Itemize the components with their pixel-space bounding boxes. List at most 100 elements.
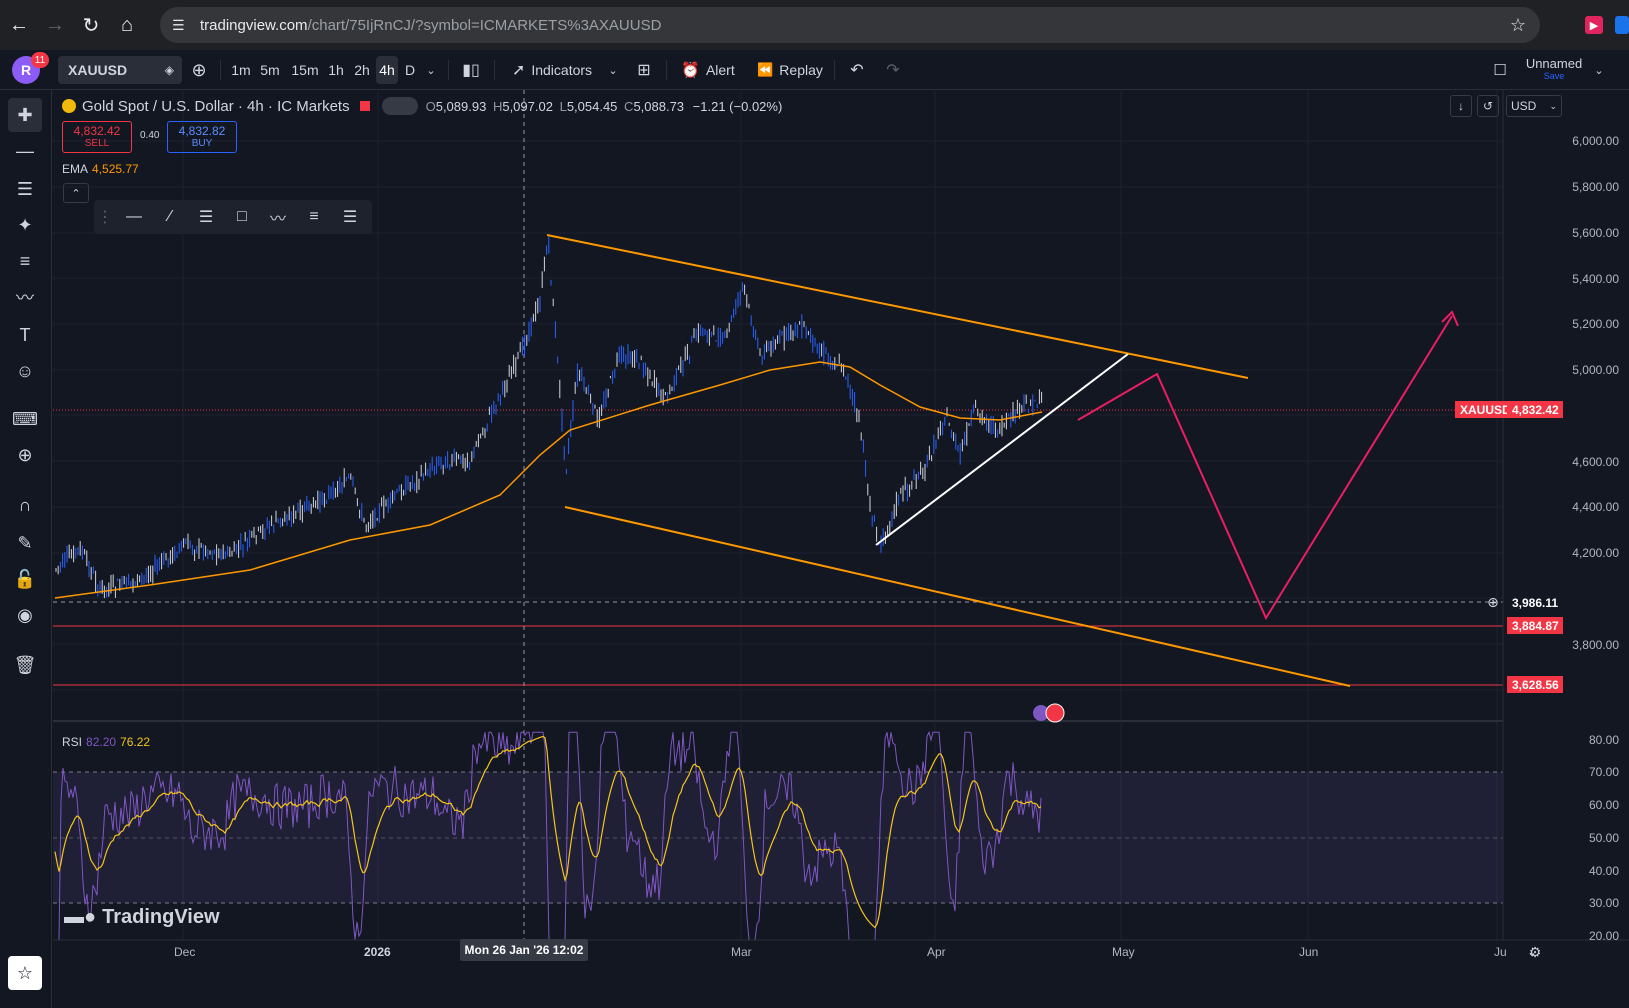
pencil-lock-icon[interactable]: ✎ — [17, 532, 33, 553]
forward-icon[interactable]: → — [45, 13, 65, 36]
time-label: Mar — [731, 945, 752, 959]
timeframe-15m[interactable]: 15m — [291, 62, 319, 78]
favorite-star-icon[interactable]: ☆ — [8, 956, 42, 990]
drag-handle-icon[interactable]: ⋮ — [97, 209, 113, 226]
buy-label: BUY — [191, 138, 213, 149]
layouts-grid-icon[interactable]: ⊞ — [637, 62, 651, 79]
rsi-value: 82.20 — [86, 735, 117, 749]
time-axis-chevron-down-icon[interactable]: ⌄ — [1526, 945, 1538, 959]
parallel-channel-icon[interactable]: ☰ — [198, 209, 214, 226]
alert-button[interactable]: ⏰ Alert — [676, 56, 740, 84]
home-icon[interactable]: ⌂ — [120, 13, 134, 36]
path-tool-icon[interactable]: 〰 — [269, 211, 286, 228]
layout-name-button[interactable]: Unnamed Save — [1522, 56, 1586, 84]
buy-button[interactable]: 4,832.82 BUY — [167, 121, 237, 153]
add-alert-plus-icon[interactable]: ⊕ — [1487, 594, 1499, 610]
timeframe-1h[interactable]: 1h — [328, 62, 344, 78]
price-chart[interactable] — [53, 90, 1629, 1008]
redo-icon[interactable]: ↷ — [886, 62, 900, 79]
bookmark-star-icon[interactable]: ☆ — [1509, 14, 1526, 35]
crosshair-icon[interactable]: ✚ — [8, 98, 42, 132]
lock-icon[interactable]: 🔓 — [13, 568, 37, 589]
channel-lower-line[interactable] — [564, 506, 1351, 687]
extension-icon[interactable]: ▶ — [1585, 16, 1603, 34]
divider — [666, 60, 667, 80]
tradingview-logo[interactable]: ▬● TradingView — [64, 906, 220, 929]
price-label: 5,800.00 — [1572, 180, 1619, 194]
layout-checkbox-icon[interactable]: ☐ — [1493, 62, 1507, 79]
symbol-diamond-icon[interactable]: ◈ — [164, 63, 174, 77]
layout-name: Unnamed — [1525, 56, 1583, 71]
fib-retracement-icon[interactable]: ☰ — [16, 178, 34, 199]
site-info-icon[interactable]: ☰ — [172, 16, 185, 33]
text-tool-icon[interactable]: T — [19, 324, 31, 345]
symbol-price-tag: XAUUSD — [1455, 401, 1516, 418]
tv-logo-icon: ▬● — [64, 906, 97, 928]
zoom-in-icon[interactable]: ⊕ — [17, 444, 33, 465]
divider — [220, 60, 221, 80]
timeframe-2h[interactable]: 2h — [354, 62, 370, 78]
brush-tool-icon[interactable]: 〰 — [16, 288, 34, 308]
timeframe-d[interactable]: D — [404, 62, 416, 78]
undo-icon[interactable]: ↶ — [850, 62, 864, 79]
forecast-tool-icon[interactable]: ≡ — [19, 250, 31, 271]
projection-path[interactable] — [1077, 315, 1453, 621]
price-label: 5,400.00 — [1572, 272, 1619, 286]
ema-legend: EMA 4,525.77 — [62, 162, 139, 176]
emoji-icon[interactable]: ☺ — [15, 360, 35, 381]
symbol-search[interactable]: XAUUSD ◈ — [58, 56, 182, 84]
pattern-tool-icon[interactable]: ✦ — [17, 214, 33, 235]
currency-select[interactable]: USD ⌄ — [1506, 95, 1562, 117]
indicators-label: Indicators — [531, 62, 593, 78]
timeframe-4h[interactable]: 4h — [376, 56, 398, 84]
indicators-chevron-down-icon[interactable]: ⌄ — [608, 64, 618, 77]
rsi-axis-label: 50.00 — [1588, 831, 1619, 845]
lightning-event-icon[interactable] — [1033, 705, 1049, 721]
price-label: 4,200.00 — [1572, 546, 1619, 560]
magnet-icon[interactable]: ∩ — [18, 494, 32, 515]
back-icon[interactable]: ← — [9, 13, 29, 36]
timeframe-chevron-down-icon[interactable]: ⌄ — [426, 64, 436, 77]
indicators-button[interactable]: ➚ Indicators — [504, 56, 600, 84]
symbol-title: Gold Spot / U.S. Dollar · 4h · IC Market… — [82, 97, 350, 115]
ema-value: 4,525.77 — [92, 162, 139, 176]
chart-settings-gear-icon[interactable]: ⚙ — [1528, 943, 1542, 960]
auto-scale-icon[interactable]: ↺ — [1477, 95, 1499, 117]
level-price-tag: 3,628.56 — [1507, 676, 1563, 693]
browser-toolbar: ← → ↻ ⌂ ☰ tradingview.com/chart/75IjRnCJ… — [0, 0, 1629, 50]
channel-upper-line[interactable] — [546, 234, 1249, 379]
position-tool-icon[interactable]: ≡ — [309, 208, 319, 225]
price-label: 4,400.00 — [1572, 500, 1619, 514]
time-label: Dec — [174, 945, 196, 959]
horizontal-ray-icon[interactable]: — — [126, 208, 142, 225]
timeframe-5m[interactable]: 5m — [260, 62, 280, 78]
rsi-label: RSI — [62, 735, 83, 749]
price-label: 5,000.00 — [1572, 363, 1619, 377]
us-flag-event-icon[interactable] — [1045, 703, 1065, 723]
rectangle-tool-icon[interactable]: □ — [237, 208, 247, 225]
timeframe-1m[interactable]: 1m — [231, 62, 251, 78]
trend-line-tool-icon[interactable]: — — [16, 140, 34, 161]
replay-label: Replay — [779, 62, 823, 78]
market-status-icon — [359, 101, 370, 111]
candles-style-icon[interactable]: ▮▯ — [462, 62, 480, 79]
eye-icon[interactable]: ◉ — [17, 604, 33, 625]
trash-icon[interactable]: 🗑 — [13, 654, 37, 675]
price-label: 6,000.00 — [1572, 134, 1619, 148]
compare-add-icon[interactable]: ⊕ — [191, 59, 207, 80]
line-tool-icon[interactable]: ∕ — [168, 208, 172, 225]
replay-button[interactable]: ⏪ Replay — [754, 56, 826, 84]
rsi-axis-label: 80.00 — [1588, 733, 1619, 747]
reload-icon[interactable]: ↻ — [82, 14, 100, 37]
rsi-axis-label: 60.00 — [1588, 798, 1619, 812]
scroll-down-icon[interactable]: ↓ — [1450, 95, 1472, 117]
visibility-toggle-icon[interactable] — [381, 97, 418, 115]
layout-chevron-down-icon[interactable]: ⌄ — [1594, 64, 1604, 77]
more-tools-icon[interactable]: ☰ — [342, 209, 358, 226]
support-trendline[interactable] — [875, 353, 1129, 546]
ruler-icon[interactable]: ⌨ — [12, 408, 38, 429]
collapse-legend-icon[interactable]: ⌃ — [63, 183, 89, 203]
sell-button[interactable]: 4,832.42 SELL — [62, 121, 132, 153]
address-bar[interactable]: ☰ tradingview.com/chart/75IjRnCJ/?symbol… — [160, 7, 1540, 43]
extension-icon-2[interactable] — [1615, 16, 1629, 34]
